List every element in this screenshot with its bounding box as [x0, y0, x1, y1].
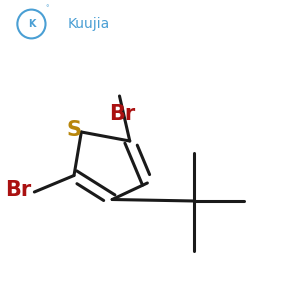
Text: K: K	[28, 19, 35, 29]
Text: °: °	[45, 5, 49, 11]
Text: Kuujia: Kuujia	[68, 17, 110, 31]
Text: Br: Br	[5, 181, 32, 200]
Text: Br: Br	[109, 103, 136, 124]
Text: S: S	[67, 120, 82, 140]
